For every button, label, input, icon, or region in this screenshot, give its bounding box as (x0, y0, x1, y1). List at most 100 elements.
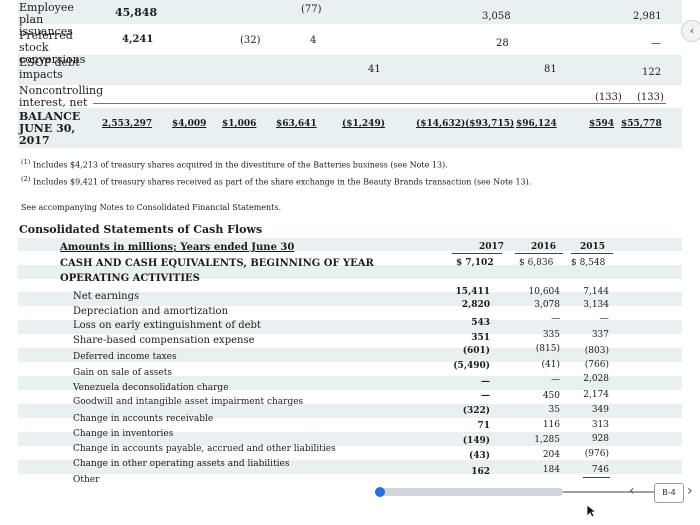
row-band (18, 404, 682, 418)
footnote-text: Includes $4,213 of treasury shares acqui… (32, 160, 448, 170)
equity-row-label: Employee plan issuances (19, 1, 74, 38)
cf-value: 3,078 (534, 300, 560, 310)
equity-cell: 81 (544, 64, 557, 75)
header-label: Amounts in millions; Years ended June 30 (60, 242, 295, 253)
cf-value: (322) (462, 406, 490, 416)
row-band (18, 55, 682, 85)
cf-row-label: Share-based compensation expense (73, 335, 255, 346)
balance-cell: ($1,249) (342, 119, 385, 129)
footnote: (1) Includes $4,213 of treasury shares a… (21, 158, 448, 170)
cf-value: 2,820 (461, 300, 490, 310)
cf-value: 543 (471, 318, 490, 328)
equity-cell: 4 (310, 35, 317, 46)
prev-page-icon[interactable]: ‹ (629, 483, 635, 499)
rule-line (571, 253, 613, 254)
horizontal-scrollbar[interactable] (375, 488, 655, 496)
balance-cell: $594 (589, 119, 615, 129)
collapse-panel-icon[interactable]: ‹ (681, 20, 700, 42)
cf-value: — (600, 314, 609, 324)
row-band (18, 432, 682, 446)
balance-cell: $63,641 (276, 119, 317, 129)
cf-row-label: Loss on early extinguishment of debt (73, 320, 261, 331)
row-band (18, 238, 682, 251)
cf-value: 10,604 (528, 287, 561, 297)
footnote-text: Includes $9,421 of treasury shares recei… (32, 177, 532, 187)
balance-cell: $55,778 (621, 119, 662, 129)
page-number[interactable]: B-4 (654, 483, 684, 503)
next-page-icon[interactable]: › (687, 483, 693, 499)
balance-cell: ($93,715) (465, 119, 515, 129)
balance-label: BALANCE JUNE 30, 2017 (19, 110, 81, 147)
equity-cell: (32) (240, 35, 261, 46)
cf-value: 184 (542, 465, 560, 475)
cf-value: 2,028 (583, 374, 609, 384)
cf-value: 162 (471, 467, 490, 477)
cf-row-label: Change in accounts payable, accrued and … (73, 444, 336, 454)
equity-cell: (77) (301, 4, 322, 15)
cf-value: 928 (591, 434, 609, 444)
rule-line (93, 103, 666, 104)
cf-value: 71 (477, 421, 490, 431)
equity-cell: 3,058 (482, 11, 511, 22)
cf-value: 351 (471, 333, 490, 343)
equity-row-label: Preferred stock conversions (19, 29, 86, 66)
year-header: 2015 (580, 242, 606, 252)
cf-row-label: Net earnings (73, 291, 140, 302)
cf-value: (815) (535, 344, 560, 354)
cf-value: 15,411 (455, 287, 490, 297)
equity-cell: 41 (368, 64, 381, 75)
cf-value: 335 (542, 330, 560, 340)
cf-value: (601) (462, 346, 490, 356)
footnote-mark: (2) (21, 175, 31, 183)
cf-value: 1,285 (534, 435, 560, 445)
scroll-position-marker[interactable] (375, 487, 385, 497)
rule-line (452, 253, 502, 254)
cf-value: 2,174 (583, 390, 609, 400)
equity-row-label: ESOP debt impacts (19, 56, 80, 81)
cf-value: (5,490) (453, 361, 490, 371)
cf-value: 204 (542, 450, 560, 460)
balance-cell: 2,553,297 (102, 119, 153, 129)
cf-value: (976) (584, 449, 609, 459)
row-band (18, 320, 682, 334)
footnote-mark: (1) (21, 158, 31, 166)
equity-cell: 2,981 (633, 11, 662, 22)
equity-cell: — (651, 38, 661, 49)
row-band (18, 108, 682, 148)
cf-value: 746 (591, 465, 609, 475)
section-heading: OPERATING ACTIVITIES (60, 273, 200, 284)
row-band (18, 348, 682, 362)
cf-row-label: Other (73, 475, 100, 485)
cf-value: 3,134 (583, 300, 609, 310)
row-band (18, 460, 682, 474)
cf-value: 337 (591, 330, 609, 340)
rule-line (515, 253, 563, 254)
cf-value: (766) (584, 360, 609, 370)
cf-value: 349 (591, 405, 609, 415)
cf-row-label: Gain on sale of assets (73, 368, 172, 378)
balance-cell: ($14,632) (416, 119, 466, 129)
scrollbar-thumb[interactable] (375, 488, 563, 496)
cf-value: 116 (542, 420, 560, 430)
equity-cell: (133) (595, 92, 622, 103)
equity-cell: 45,848 (115, 6, 158, 19)
cf-value: — (551, 375, 560, 385)
balance-cell: $4,009 (172, 119, 207, 129)
statement-title: Consolidated Statements of Cash Flows (19, 223, 263, 236)
cf-value: — (551, 314, 560, 324)
cf-value: 313 (591, 420, 609, 430)
rule-line (583, 477, 610, 478)
cf-value: (149) (462, 436, 490, 446)
balance-cell: $1,006 (222, 119, 257, 129)
cf-row-label: Deferred income taxes (73, 352, 177, 362)
cf-value: — (481, 391, 490, 401)
year-header: 2016 (531, 242, 557, 252)
cf-value: (803) (584, 346, 609, 356)
cf-value: 35 (548, 405, 560, 415)
equity-cell: 122 (642, 67, 662, 78)
row-band (18, 376, 682, 390)
see-notes: See accompanying Notes to Consolidated F… (21, 203, 282, 212)
row-band (18, 292, 682, 306)
cf-row-label: Goodwill and intangible asset impairment… (73, 397, 304, 407)
cursor-icon (586, 504, 598, 518)
